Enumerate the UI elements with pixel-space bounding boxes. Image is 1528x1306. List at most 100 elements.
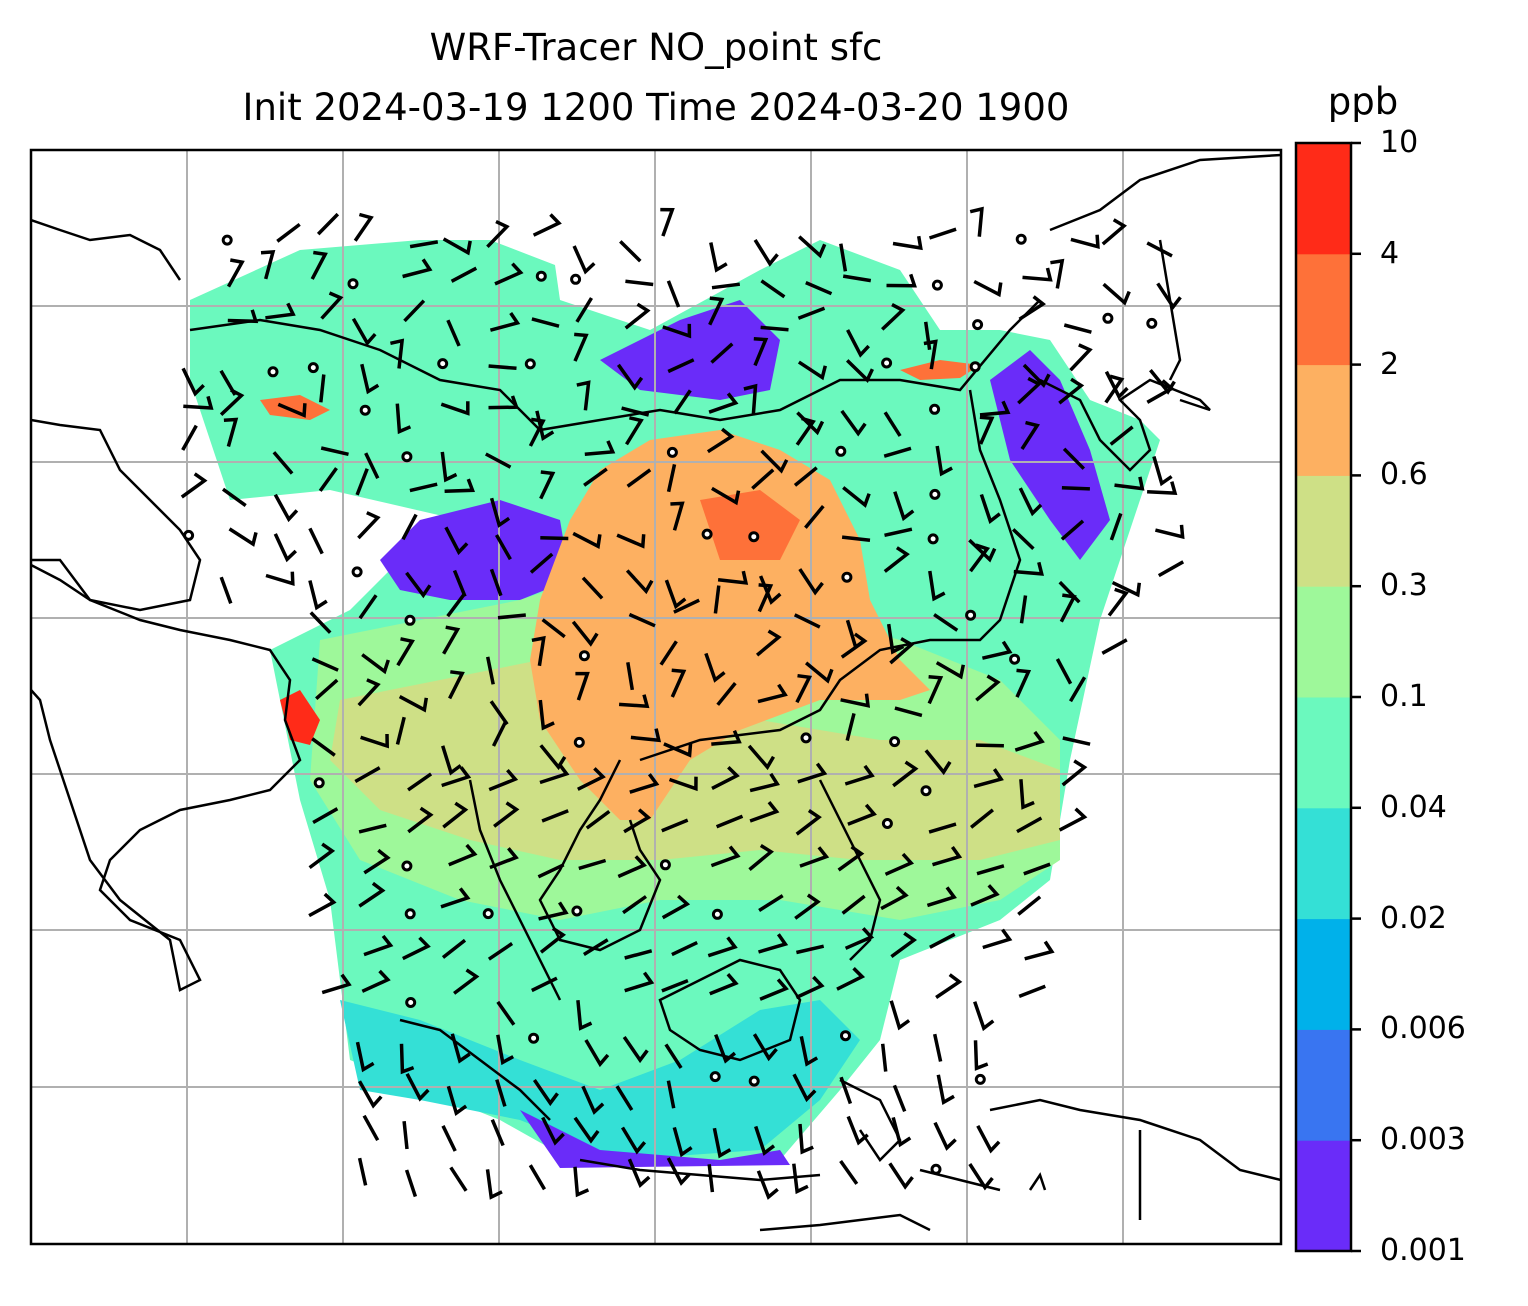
calm-wind-marker [404,908,416,920]
wind-barb [886,273,917,288]
calm-wind-marker [840,1030,851,1042]
wind-barb [795,673,813,704]
wind-barb [446,1085,468,1116]
colorbar-segment [1296,586,1351,698]
wind-barb [442,625,461,655]
wind-barb [490,1119,505,1147]
wind-barb [362,1114,380,1142]
wind-barb [839,243,848,272]
wind-barb [970,884,1000,907]
wind-barb [660,207,675,237]
calm-wind-marker [1009,653,1021,665]
colorbar [1294,141,1361,1253]
colorbar-segment [1296,253,1351,366]
wind-barb [924,749,952,776]
wind-barb [442,237,472,256]
calm-wind-marker [841,571,853,583]
wind-barb [351,317,377,347]
wind-barb [892,235,923,251]
wind-barb [624,949,653,960]
wind-barb [1101,638,1128,655]
wind-barb [357,1080,383,1109]
wind-barb [749,772,780,793]
colorbar-tick-label: 0.04 [1380,789,1447,825]
wind-barb [584,440,616,457]
wind-barb [935,973,963,999]
wind-barb [626,662,635,691]
wind-barb [893,491,915,522]
wind-barb [932,1033,943,1062]
wind-barb [629,773,660,794]
wind-barb [671,941,698,957]
wind-barb [449,1166,468,1192]
wind-barb [973,1001,995,1032]
wind-barb [670,668,687,698]
wind-barb [538,699,555,731]
wind-barb [584,1039,610,1068]
wind-barb [581,1085,605,1115]
lesser-sunda [1028,1172,1047,1191]
wind-barb [616,533,646,549]
wind-barb [489,497,511,528]
wind-barb [181,424,198,451]
field-minimum-region-north [600,300,780,400]
map-gridlines [31,150,1281,1244]
wind-barb [923,339,938,370]
wind-barb [265,302,296,320]
wind-barb [929,932,956,949]
malay-peninsula [468,779,562,1001]
wind-barb [272,451,294,475]
wind-barb [836,967,866,991]
calm-wind-marker [571,905,583,917]
wind-barb [892,760,919,788]
wind-barb [622,1036,649,1064]
wind-barb [441,745,462,776]
wind-barb [1114,476,1145,491]
wind-barb [541,809,569,823]
wind-barb [1109,425,1134,446]
wind-barb [615,1085,634,1111]
wind-barb [265,571,295,586]
wind-barb [1068,676,1087,703]
wind-barb [355,1041,375,1073]
wind-barb [891,1116,912,1148]
wind-barb [625,279,654,287]
wind-barb [1023,862,1051,876]
wind-barb [409,240,439,249]
wind-barb [758,933,789,954]
wind-barb [219,576,233,605]
wind-barb [846,1115,869,1146]
wind-barb [758,894,784,912]
wind-barb [405,1072,430,1102]
wind-barb [837,845,865,872]
wind-barb [894,706,923,718]
wind-barb [581,576,604,600]
wind-barb [1013,561,1044,576]
wind-barb [935,661,966,680]
wind-barb [354,766,381,784]
southeast-asia-coast [538,759,662,952]
wind-barb [931,845,963,867]
wind-barb [711,486,741,506]
wind-barb [1104,370,1129,400]
philippines [818,779,882,961]
wind-barb [936,1074,955,1106]
wind-barb [494,534,512,561]
wind-barb [404,1169,418,1198]
wind-barb [792,1073,817,1103]
colorbar-tick-label: 4 [1380,235,1400,271]
wind-barb [890,931,918,959]
wind-barb [881,303,906,331]
wind-barb [312,807,339,825]
wind-barb [968,1163,994,1191]
calm-wind-marker [221,234,233,246]
wind-barb [1146,241,1173,258]
wind-barb [308,892,337,918]
wind-barb [982,928,1013,950]
wind-barb [1063,323,1092,334]
calm-wind-marker [920,785,932,797]
calm-wind-marker [748,531,760,543]
wind-barb [444,478,475,493]
wind-barb [841,894,866,915]
